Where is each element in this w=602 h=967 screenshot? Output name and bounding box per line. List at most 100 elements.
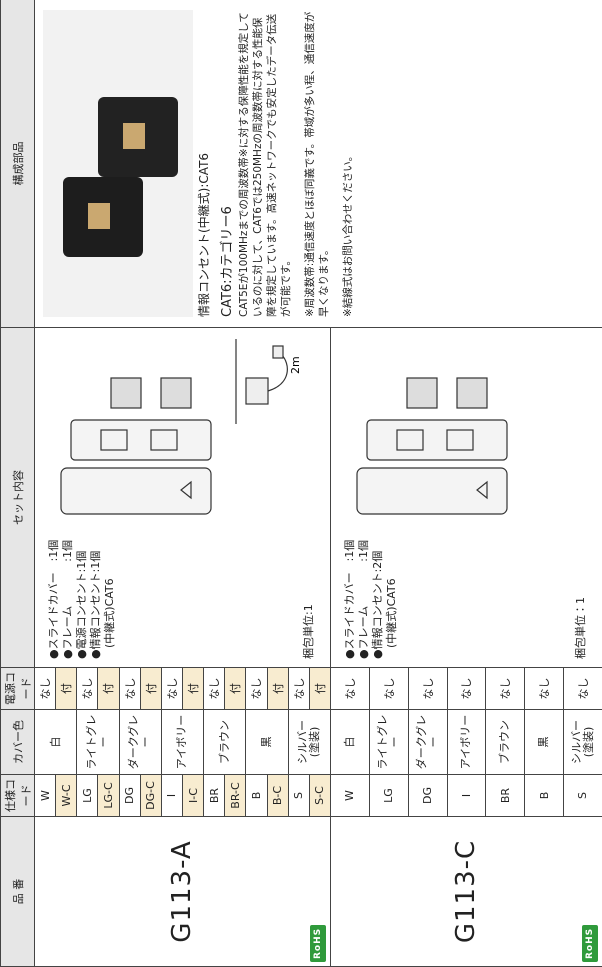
spec-code: I [447,774,486,817]
power-cord: なし [485,667,525,710]
spec-code: BR-C [224,774,246,817]
product-code: G113-C [451,839,482,944]
set-item: ●フレーム :1個 [61,540,74,659]
column-header: 電源コード [0,667,35,710]
set-list: ●スライドカバー :1個 ●フレーム :1個 ●情報コンセント:2個 (中継式)CA… [343,540,399,659]
cover-color: ダークグレー [119,709,162,775]
component-note: ※周波数帯:通信速度とほぼ同義です。帯域が多い程、通信速度が早くなります。 [304,11,330,317]
cover-color: シルバー (塗装) [563,709,602,775]
spec-code: S-C [309,774,331,817]
spec-code: DG [408,774,447,817]
set-item: ●スライドカバー :1個 [47,539,60,659]
component-body: CAT5Eが100MHzまでの周波数帯※に対する保障性能を規定しているのに対して… [238,12,292,317]
power-cord: なし [408,667,447,710]
power-cord: 付 [224,667,246,710]
cover-color: アイボリー [447,709,486,775]
power-cord: なし [34,667,56,710]
cover-color: アイボリー [161,709,204,775]
spec-code: B [245,774,268,817]
power-cord: 付 [182,667,204,710]
column-header: 構成部品 [0,0,35,328]
spec-code: B-C [267,774,289,817]
product-code-cell: G113-A RoHS [34,816,331,967]
power-cord: 付 [309,667,331,710]
component-title: CAT6:カテゴリー6 [220,206,235,317]
spec-code: W [330,774,370,817]
set-item: ●フレーム :1個 [356,540,370,659]
spec-row: G113-C RoHS W 白なし ●スライドカバー :1個 ●フレーム :1個 ●情報コン… [330,0,602,967]
power-cord: なし [245,667,268,710]
set-contents: ●スライドカバー :1個 ●フレーム :1個 ●電源コンセント:1個 ●情報コンセント… [34,327,331,668]
spec-code: B [524,774,564,817]
cover-color: 黒 [524,709,564,775]
cover-color: 黒 [245,709,289,775]
spec-code: LG-C [97,774,120,817]
column-header: 仕様コード [0,774,35,817]
spec-code: S [563,774,602,817]
spec-code: I-C [182,774,204,817]
set-illustration: 2m [60,339,302,515]
set-contents: ●スライドカバー :1個 ●フレーム :1個 ●情報コンセント:2個 (中継式)CA… [330,327,602,668]
power-cord: なし [288,667,310,710]
cover-color: ダークグレー [408,709,447,775]
set-item: ●電源コンセント:1個 [75,550,88,659]
spec-code: BR [485,774,525,817]
cover-color: シルバー (塗装) [288,709,331,775]
cover-color: ライトグレー [369,709,409,775]
component-note: ※結線式はお問い合わせください。 [342,150,354,317]
power-cord: なし [119,667,141,710]
set-illustration [356,377,508,515]
column-header: 品 番 [0,816,35,967]
cover-color: ライトグレー [76,709,120,775]
component-caption: 情報コンセント(中継式):CAT6 [197,152,211,317]
power-cord: なし [330,667,370,710]
cover-color: 白 [330,709,370,775]
power-cord: なし [563,667,602,710]
set-item: (中継式)CAT6 [384,578,398,659]
power-cord: なし [161,667,183,710]
set-item: ●情報コンセント:2個 [370,550,384,659]
product-code-cell: G113-C RoHS [330,816,602,967]
cover-color: 白 [34,709,77,775]
column-header: セット内容 [0,327,35,668]
rohs-badge: RoHS [581,924,598,962]
components: 情報コンセント(中継式):CAT6 CAT6:カテゴリー6 CAT5Eが100MHz… [34,0,602,328]
packing-unit: 梱包単位:1 [301,604,315,659]
power-cord: なし [524,667,564,710]
spec-code: LG [369,774,409,817]
rohs-badge: RoHS [309,924,326,962]
spec-code: BR [203,774,225,817]
spec-code: LG [76,774,98,817]
header-row: 品 番仕様コード カバー色 電源コード セット内容 構成部品 [0,0,35,967]
power-cord: 付 [55,667,77,710]
photo [63,97,178,257]
set-list: ●スライドカバー :1個 ●フレーム :1個 ●電源コンセント:1個 ●情報コンセント… [47,540,117,659]
power-cord: なし [369,667,409,710]
cover-color: ブラウン [485,709,525,775]
power-cord: なし [203,667,225,710]
spec-code: S [288,774,310,817]
set-item: ●情報コンセント:1個 [89,550,102,659]
spec-code: DG [119,774,141,817]
spec-code: DG-C [140,774,162,817]
cord-length: 2m [289,356,302,374]
cover-color: ブラウン [203,709,246,775]
power-cord: 付 [97,667,120,710]
spec-code: W [34,774,56,817]
power-cord: なし [447,667,486,710]
product-code: G113-A [167,840,198,943]
set-item: ●スライドカバー :1個 [342,539,356,659]
spec-code: W-C [55,774,77,817]
spec-code: I [161,774,183,817]
power-cord: 付 [140,667,162,710]
column-header: カバー色 [0,709,35,775]
power-cord: 付 [267,667,289,710]
power-cord: なし [76,667,98,710]
set-item: (中継式)CAT6 [103,578,116,659]
packing-unit: 梱包単位：1 [573,597,587,659]
component-photo [43,10,193,317]
spec-row: G113-A RoHS W 白なし ●スライドカバー :1個 ●フレーム :1個 ●電源コン… [34,0,602,967]
